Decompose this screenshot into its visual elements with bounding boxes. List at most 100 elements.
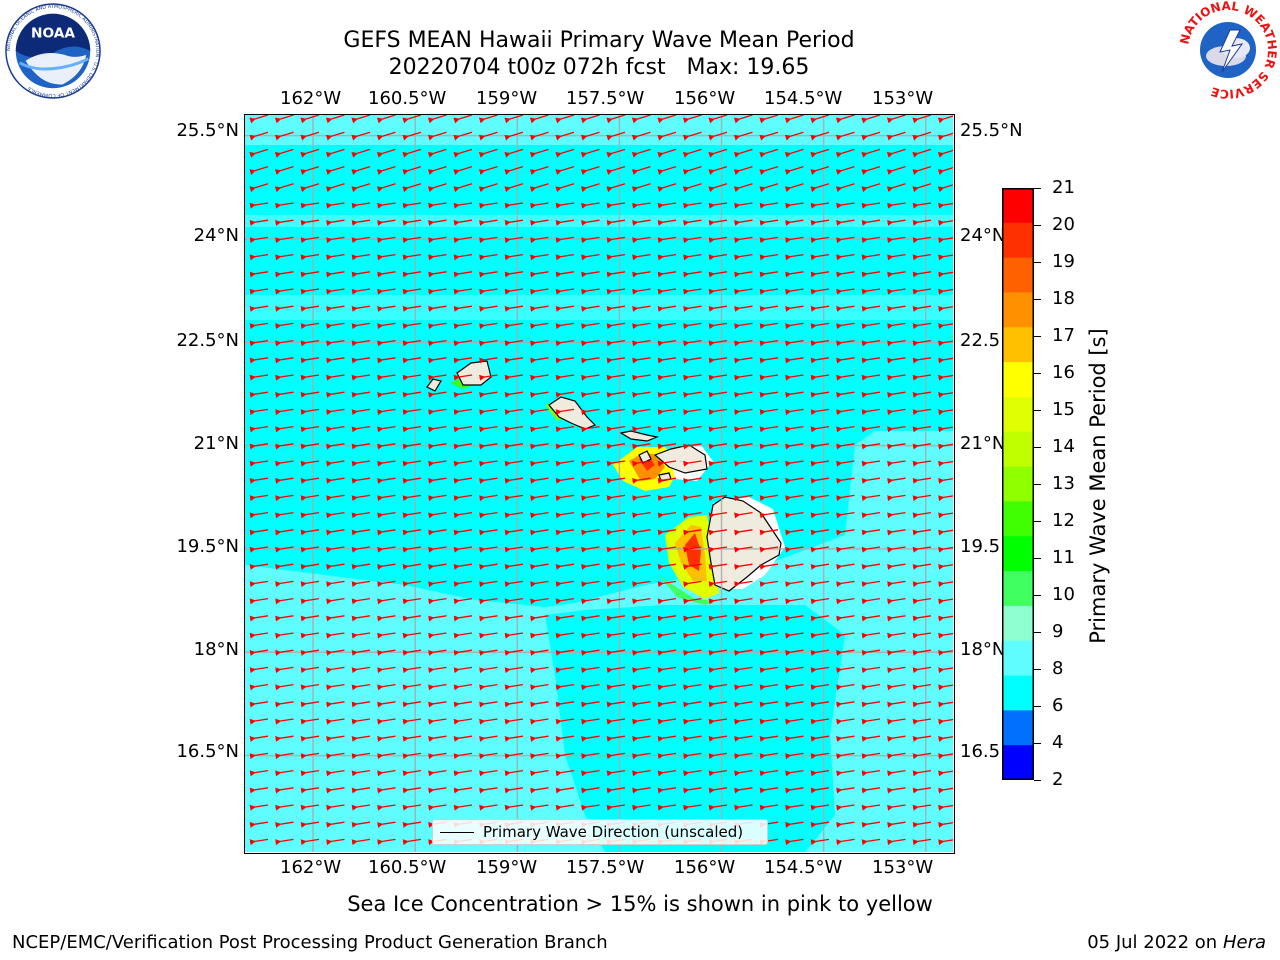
wave-direction-arrow <box>402 148 422 158</box>
wave-direction-arrow <box>530 374 549 381</box>
wave-direction-arrow <box>555 443 575 450</box>
wave-direction-arrow <box>504 408 524 416</box>
colorbar-segment <box>1002 396 1034 433</box>
wave-direction-arrow <box>377 769 396 777</box>
wave-direction-arrow <box>427 183 447 193</box>
wave-direction-arrow <box>708 148 728 158</box>
wave-direction-arrow <box>606 529 626 536</box>
wave-direction-arrow <box>326 443 345 450</box>
wave-direction-arrow <box>708 236 728 244</box>
wave-direction-arrow <box>402 563 422 570</box>
wave-direction-arrow <box>402 288 422 295</box>
wave-direction-arrow <box>708 546 728 553</box>
wave-direction-arrow <box>861 718 881 725</box>
wave-direction-arrow <box>326 718 345 725</box>
wave-direction-arrow <box>759 425 779 433</box>
wave-direction-arrow <box>581 511 600 519</box>
wave-direction-arrow <box>428 546 447 553</box>
wave-direction-arrow <box>606 425 626 433</box>
wave-direction-arrow <box>427 115 447 124</box>
wave-direction-arrow <box>835 165 855 175</box>
wave-direction-arrow <box>479 271 498 278</box>
wave-direction-arrow <box>479 236 498 244</box>
wave-direction-arrow <box>300 683 320 691</box>
wave-direction-arrow <box>708 408 728 416</box>
wave-direction-arrow <box>912 202 932 209</box>
wave-direction-arrow <box>581 735 600 742</box>
wave-direction-arrow <box>453 529 473 536</box>
wave-direction-arrow <box>377 563 396 570</box>
wave-direction-arrow <box>733 183 753 193</box>
wave-direction-arrow <box>351 148 371 158</box>
wave-direction-arrow <box>836 477 855 484</box>
wave-direction-arrow <box>428 494 447 502</box>
colorbar-tick-label: 9 <box>1052 621 1064 642</box>
wave-direction-arrow <box>708 339 728 347</box>
colorbar-tick-label: 15 <box>1052 399 1075 420</box>
wave-direction-arrow <box>402 666 422 674</box>
wave-direction-arrow <box>632 615 651 622</box>
wave-direction-arrow <box>861 580 881 588</box>
wave-direction-arrow <box>479 288 498 295</box>
wave-direction-arrow <box>606 339 626 347</box>
wave-direction-arrow <box>708 477 728 484</box>
wave-direction-arrow <box>453 546 473 553</box>
wave-direction-arrow <box>453 165 473 175</box>
wave-direction-arrow <box>402 632 422 639</box>
wave-direction-arrow <box>835 131 855 141</box>
wave-direction-arrow <box>377 477 396 484</box>
wave-direction-arrow <box>682 115 702 124</box>
wave-direction-arrow <box>402 115 422 124</box>
wave-direction-arrow <box>300 718 320 725</box>
wave-direction-arrow <box>275 632 294 639</box>
lon-tick-bottom: 153°W <box>872 857 934 878</box>
wave-direction-arrow <box>377 236 396 244</box>
wave-direction-arrow <box>657 271 677 278</box>
wave-direction-arrow <box>326 460 345 467</box>
wave-direction-arrow <box>683 425 702 433</box>
wave-direction-arrow <box>912 288 932 295</box>
wave-direction-arrow <box>836 511 855 519</box>
wave-direction-arrow <box>734 752 753 760</box>
wave-direction-arrow <box>249 563 269 570</box>
wave-direction-arrow <box>683 597 702 605</box>
wave-direction-arrow <box>326 494 345 502</box>
wave-direction-arrow <box>377 649 396 656</box>
wave-direction-arrow <box>861 701 881 708</box>
wave-direction-arrow <box>300 183 320 193</box>
wave-direction-arrow <box>351 752 371 760</box>
wave-direction-arrow <box>275 735 294 742</box>
colorbar-segment <box>1002 431 1034 468</box>
wave-direction-arrow <box>861 148 881 158</box>
wave-direction-arrow <box>912 391 932 398</box>
wave-direction-arrow <box>300 271 320 278</box>
wave-direction-arrow <box>784 115 804 124</box>
wave-direction-arrow <box>300 339 320 347</box>
wave-direction-arrow <box>275 701 294 708</box>
wave-direction-arrow <box>402 253 422 261</box>
wave-direction-arrow <box>555 597 575 605</box>
wave-direction-arrow <box>708 391 728 398</box>
wave-direction-arrow <box>555 183 575 193</box>
wave-direction-arrow <box>351 580 371 588</box>
wave-direction-arrow <box>632 597 651 605</box>
wave-direction-arrow <box>682 165 702 175</box>
wave-direction-arrow <box>632 701 651 708</box>
wave-direction-arrow <box>300 148 320 158</box>
wave-direction-arrow <box>376 148 396 158</box>
wave-direction-arrow <box>275 683 294 691</box>
wave-direction-arrow <box>708 580 728 588</box>
wave-direction-arrow <box>810 718 830 725</box>
wave-direction-arrow <box>402 529 422 536</box>
wave-direction-arrow <box>351 236 371 244</box>
wave-direction-arrow <box>377 597 396 605</box>
wave-direction-arrow <box>402 322 422 330</box>
wave-direction-arrow <box>836 322 855 330</box>
wave-direction-arrow <box>759 339 779 347</box>
wave-direction-arrow <box>275 580 294 588</box>
wave-direction-arrow <box>275 666 294 674</box>
wave-direction-arrow <box>632 752 651 760</box>
wave-direction-arrow <box>785 477 804 484</box>
wave-direction-arrow <box>453 219 473 226</box>
wave-direction-arrow <box>759 165 779 175</box>
